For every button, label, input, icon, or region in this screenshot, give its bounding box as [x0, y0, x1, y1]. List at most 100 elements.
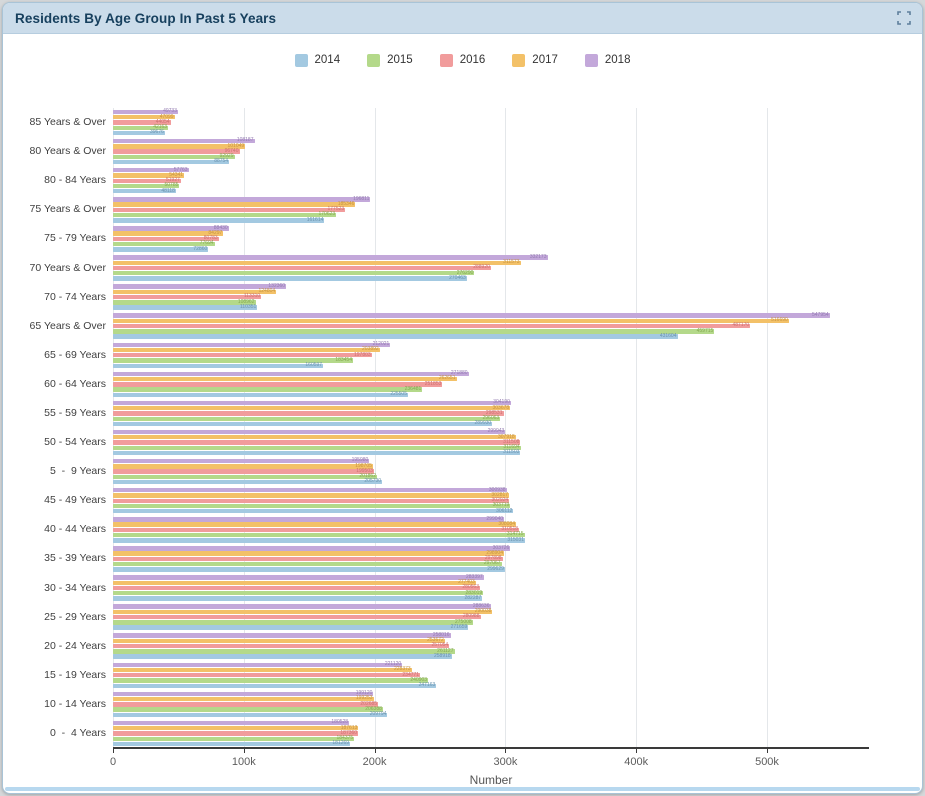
legend-item-2017[interactable]: 2017: [512, 53, 558, 67]
bar-2017[interactable]: 203892: [113, 347, 380, 353]
bar-2017[interactable]: 298904: [113, 550, 504, 556]
bar-2017[interactable]: 101049: [113, 143, 246, 149]
bar-2014[interactable]: 48118: [113, 188, 176, 194]
bar-2014[interactable]: 431604: [113, 333, 678, 339]
bar-2016[interactable]: 51927: [113, 178, 181, 183]
bar-2015[interactable]: 275008: [113, 619, 473, 625]
bar-2016[interactable]: 487170: [113, 323, 751, 329]
bar-2014[interactable]: 225505: [113, 392, 408, 398]
bar-2015[interactable]: 303719: [113, 503, 511, 509]
bar-2018[interactable]: 299943: [113, 429, 506, 435]
legend-item-2016[interactable]: 2016: [439, 53, 485, 67]
bar-2014[interactable]: 271659: [113, 624, 469, 630]
bar-2016[interactable]: 302924: [113, 498, 510, 503]
bar-2015[interactable]: 170623: [113, 212, 337, 218]
bar-2018[interactable]: 196811: [113, 196, 371, 202]
bar-2015[interactable]: 206388: [113, 706, 383, 712]
bar-2014[interactable]: 311503: [113, 450, 521, 456]
legend-item-2014[interactable]: 2014: [294, 53, 340, 67]
bar-2016[interactable]: 234771: [113, 672, 421, 678]
expand-icon[interactable]: [897, 11, 911, 25]
bar-2014[interactable]: 209794: [113, 712, 388, 718]
bar-2015[interactable]: 108962: [113, 299, 256, 305]
bar-2018[interactable]: 195980: [113, 458, 370, 464]
bar-2018[interactable]: 283397: [113, 574, 484, 580]
legend-item-2015[interactable]: 2015: [367, 53, 413, 67]
bar-2014[interactable]: 110351: [113, 304, 258, 310]
bar-2017[interactable]: 311573: [113, 260, 521, 265]
bar-2014[interactable]: 160597: [113, 363, 324, 368]
bar-2015[interactable]: 283019: [113, 590, 484, 596]
bar-2016[interactable]: 257054: [113, 643, 450, 649]
bar-2018[interactable]: 303726: [113, 545, 511, 551]
bar-2014[interactable]: 315031: [113, 537, 525, 543]
bar-2015[interactable]: 236481: [113, 386, 423, 392]
bar-2015[interactable]: 183454: [113, 357, 353, 363]
bar-2016[interactable]: 298531: [113, 410, 504, 416]
bar-2016[interactable]: 96740: [113, 148, 240, 154]
bar-2014[interactable]: 181269: [113, 741, 351, 747]
bar-2014[interactable]: 161614: [113, 217, 325, 223]
bar-2015[interactable]: 240903: [113, 677, 429, 683]
bar-2014[interactable]: 39676: [113, 130, 165, 136]
bar-2015[interactable]: 77694: [113, 241, 215, 247]
bar-2016[interactable]: 280988: [113, 614, 481, 620]
bar-2017[interactable]: 228373: [113, 667, 412, 673]
bar-2018[interactable]: 288636: [113, 603, 491, 609]
bar-2018[interactable]: 49733: [113, 109, 178, 115]
bar-2015[interactable]: 184375: [113, 736, 355, 741]
bar-2014[interactable]: 247163: [113, 683, 437, 688]
bar-2018[interactable]: 180528: [113, 720, 350, 726]
bar-2015[interactable]: 314715: [113, 532, 525, 538]
bar-2017[interactable]: 262651: [113, 376, 457, 382]
bar-2015[interactable]: 296063: [113, 416, 501, 421]
bar-2018[interactable]: 304190: [113, 400, 511, 406]
bar-2017[interactable]: 124804: [113, 289, 277, 295]
bar-2017[interactable]: 199253: [113, 696, 374, 702]
bar-2015[interactable]: 201862: [113, 474, 377, 480]
bar-2015[interactable]: 459715: [113, 328, 715, 334]
bar-2018[interactable]: 108187: [113, 138, 255, 144]
bar-2018[interactable]: 199120: [113, 691, 374, 697]
bar-2018[interactable]: 212021: [113, 342, 391, 347]
bar-2014[interactable]: 72860: [113, 246, 209, 252]
bar-2017[interactable]: 277403: [113, 580, 476, 585]
bar-2016[interactable]: 280563: [113, 585, 480, 591]
bar-2016[interactable]: 113310: [113, 294, 262, 300]
bar-2016[interactable]: 199503: [113, 468, 374, 474]
bar-2015[interactable]: 261127: [113, 648, 455, 654]
bar-2016[interactable]: 202685: [113, 701, 379, 707]
bar-2015[interactable]: 92929: [113, 154, 235, 160]
bar-2017[interactable]: 302817: [113, 492, 510, 498]
bar-2014[interactable]: 282287: [113, 595, 483, 601]
bar-2016[interactable]: 311508: [113, 439, 521, 445]
bar-2016[interactable]: 80783: [113, 236, 219, 242]
bar-2018[interactable]: 547954: [113, 312, 830, 318]
bar-2015[interactable]: 42163: [113, 125, 169, 130]
bar-2018[interactable]: 271880: [113, 371, 469, 377]
bar-2018[interactable]: 258016: [113, 632, 451, 638]
bar-2017[interactable]: 198705: [113, 463, 373, 469]
horizontal-scrollbar-strip[interactable]: [5, 787, 920, 791]
bar-2017[interactable]: 185346: [113, 201, 356, 207]
bar-2017[interactable]: 303678: [113, 405, 511, 411]
bar-2018[interactable]: 132360: [113, 283, 287, 289]
bar-2017[interactable]: 253672: [113, 638, 445, 644]
bar-2017[interactable]: 516690: [113, 318, 789, 324]
bar-2014[interactable]: 205730: [113, 479, 383, 485]
bar-2014[interactable]: 299629: [113, 566, 505, 572]
bar-2014[interactable]: 289930: [113, 421, 493, 427]
bar-2017[interactable]: 47099: [113, 114, 175, 120]
bar-2016[interactable]: 197803: [113, 352, 372, 358]
bar-2014[interactable]: 88754: [113, 159, 230, 165]
bar-2018[interactable]: 300938: [113, 487, 507, 493]
bar-2016[interactable]: 177523: [113, 207, 346, 212]
bar-2017[interactable]: 290038: [113, 609, 493, 615]
bar-2017[interactable]: 187613: [113, 725, 359, 731]
bar-2016[interactable]: 297898: [113, 556, 503, 562]
bar-2014[interactable]: 270463: [113, 275, 467, 281]
bar-2015[interactable]: 311694: [113, 445, 521, 450]
bar-2015[interactable]: 276290: [113, 270, 475, 276]
bar-2018[interactable]: 221120: [113, 662, 403, 667]
bar-2016[interactable]: 310518: [113, 527, 520, 532]
